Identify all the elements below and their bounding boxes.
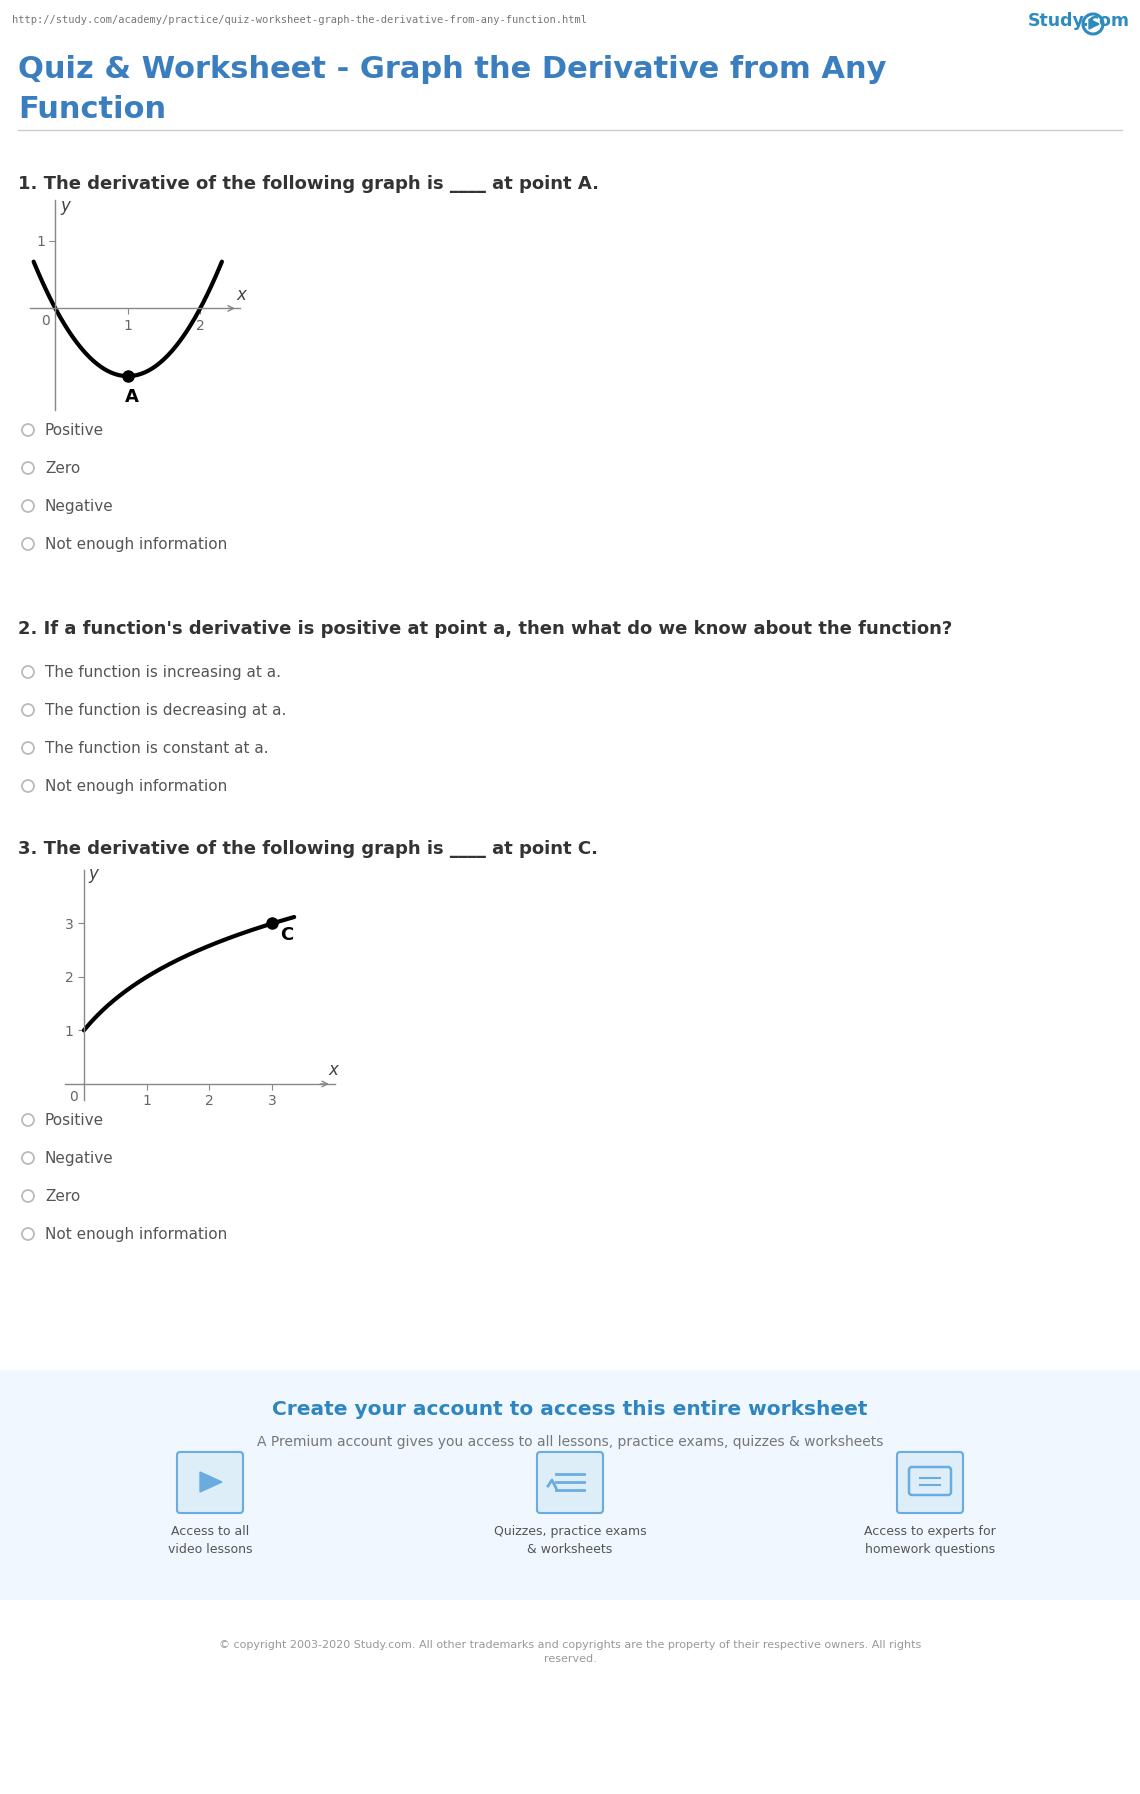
Text: Create your account to access this entire worksheet: Create your account to access this entir… — [272, 1399, 868, 1419]
Text: 2. If a function's derivative is positive at point a, then what do we know about: 2. If a function's derivative is positiv… — [18, 621, 952, 639]
Text: Access to all
video lessons: Access to all video lessons — [168, 1525, 252, 1555]
Text: A: A — [124, 388, 138, 405]
Text: Not enough information: Not enough information — [44, 779, 227, 793]
Polygon shape — [1089, 20, 1099, 29]
Text: The function is constant at a.: The function is constant at a. — [44, 741, 269, 755]
Text: Positive: Positive — [44, 1112, 104, 1127]
Text: Quiz & Worksheet - Graph the Derivative from Any: Quiz & Worksheet - Graph the Derivative … — [18, 56, 887, 84]
Text: Zero: Zero — [44, 461, 80, 475]
Text: Zero: Zero — [44, 1188, 80, 1204]
Text: Access to experts for
homework questions: Access to experts for homework questions — [864, 1525, 996, 1555]
Polygon shape — [200, 1473, 222, 1493]
FancyBboxPatch shape — [537, 1451, 603, 1512]
Text: The function is increasing at a.: The function is increasing at a. — [44, 664, 280, 680]
Text: A Premium account gives you access to all lessons, practice exams, quizzes & wor: A Premium account gives you access to al… — [256, 1435, 884, 1450]
Text: Quizzes, practice exams
& worksheets: Quizzes, practice exams & worksheets — [494, 1525, 646, 1555]
Text: Negative: Negative — [44, 1150, 114, 1166]
Text: Not enough information: Not enough information — [44, 536, 227, 551]
Text: y: y — [89, 865, 99, 883]
Text: y: y — [60, 197, 71, 215]
Text: Study.com: Study.com — [1028, 13, 1130, 30]
FancyBboxPatch shape — [897, 1451, 963, 1512]
Text: C: C — [279, 926, 293, 944]
Text: Negative: Negative — [44, 499, 114, 513]
Text: x: x — [328, 1060, 339, 1078]
Text: 0: 0 — [68, 1091, 78, 1105]
Text: 0: 0 — [41, 314, 49, 328]
FancyBboxPatch shape — [177, 1451, 243, 1512]
Text: http://study.com/academy/practice/quiz-worksheet-graph-the-derivative-from-any-f: http://study.com/academy/practice/quiz-w… — [13, 14, 587, 25]
Text: Not enough information: Not enough information — [44, 1227, 227, 1241]
Text: 1. The derivative of the following graph is ____ at point A.: 1. The derivative of the following graph… — [18, 176, 598, 194]
FancyBboxPatch shape — [0, 1371, 1140, 1600]
Text: © copyright 2003-2020 Study.com. All other trademarks and copyrights are the pro: © copyright 2003-2020 Study.com. All oth… — [219, 1640, 921, 1665]
Text: The function is decreasing at a.: The function is decreasing at a. — [44, 703, 286, 718]
Text: x: x — [236, 287, 246, 305]
Text: Function: Function — [18, 95, 166, 124]
Text: 3. The derivative of the following graph is ____ at point C.: 3. The derivative of the following graph… — [18, 840, 598, 858]
Text: Positive: Positive — [44, 423, 104, 438]
